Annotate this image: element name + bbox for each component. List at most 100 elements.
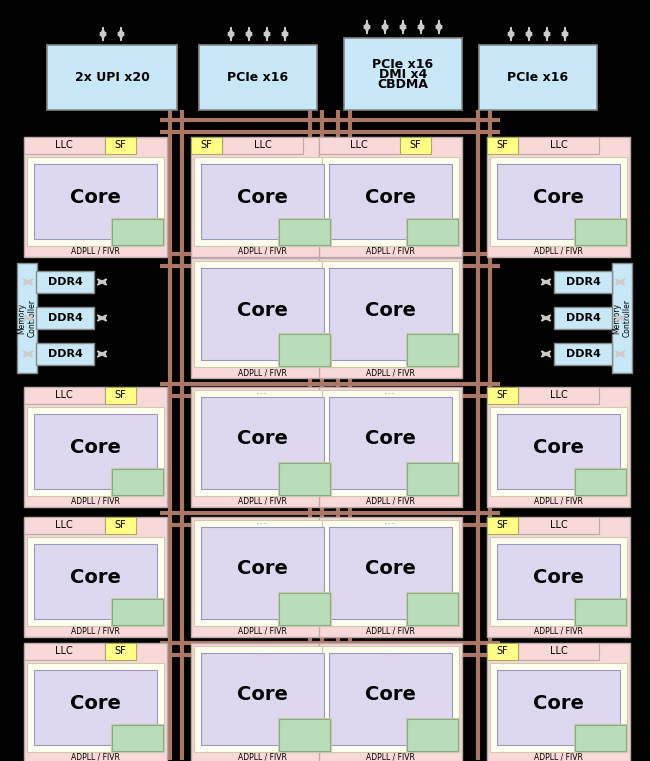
Bar — [575, 597, 627, 626]
Bar — [486, 137, 629, 257]
Text: LLC: LLC — [350, 141, 368, 151]
Text: ADPLL / FIVR: ADPLL / FIVR — [365, 753, 415, 761]
Text: Core: Core — [365, 188, 415, 207]
Bar — [190, 517, 333, 637]
Text: ...: ... — [256, 644, 268, 657]
Bar — [280, 719, 330, 751]
Bar — [489, 407, 627, 496]
Bar — [406, 462, 458, 496]
Text: LLC: LLC — [254, 141, 272, 151]
Text: ADPLL / FIVR: ADPLL / FIVR — [237, 627, 287, 636]
Text: LLC: LLC — [550, 141, 567, 151]
Bar — [47, 45, 177, 110]
Text: Core: Core — [70, 694, 120, 713]
Bar — [322, 261, 458, 367]
Text: Core: Core — [532, 694, 584, 713]
Text: ADPLL / FIVR: ADPLL / FIVR — [534, 497, 582, 506]
Bar — [518, 387, 599, 404]
Bar — [222, 137, 304, 154]
Bar — [111, 597, 164, 626]
Bar — [23, 517, 166, 637]
Bar — [36, 307, 94, 329]
Text: Core: Core — [70, 188, 120, 207]
Text: ...: ... — [384, 384, 396, 396]
Text: Memory
Controller: Memory Controller — [18, 299, 36, 337]
Bar — [17, 263, 37, 373]
Bar — [497, 414, 619, 489]
Text: LLC: LLC — [55, 141, 73, 151]
Text: CBDMA: CBDMA — [378, 78, 428, 91]
Text: ADPLL / FIVR: ADPLL / FIVR — [71, 627, 120, 636]
Text: ADPLL / FIVR: ADPLL / FIVR — [237, 247, 287, 256]
Bar — [27, 407, 164, 496]
Bar — [34, 544, 157, 619]
Text: Core: Core — [365, 429, 415, 448]
Bar — [23, 387, 166, 507]
Bar — [518, 643, 599, 660]
Bar — [322, 520, 458, 626]
Bar — [200, 527, 324, 619]
Bar — [190, 258, 333, 378]
Bar — [518, 137, 599, 154]
Text: Core: Core — [365, 301, 415, 320]
Bar — [111, 218, 164, 246]
Bar — [23, 137, 166, 257]
Bar — [486, 387, 629, 507]
Bar — [318, 258, 462, 378]
Bar — [190, 643, 333, 761]
Bar — [34, 414, 157, 489]
Bar — [575, 218, 627, 246]
Bar — [575, 598, 625, 625]
Text: 2x UPI x20: 2x UPI x20 — [75, 71, 150, 84]
Bar — [322, 646, 458, 752]
Bar — [408, 218, 458, 245]
Text: ADPLL / FIVR: ADPLL / FIVR — [365, 497, 415, 506]
Bar — [105, 517, 136, 534]
Bar — [190, 387, 333, 507]
Bar — [105, 387, 136, 404]
Bar — [328, 527, 452, 619]
Bar — [408, 593, 458, 625]
Text: LLC: LLC — [550, 521, 567, 530]
Bar — [575, 467, 627, 496]
Text: SF: SF — [497, 141, 508, 151]
Bar — [23, 517, 105, 534]
Bar — [280, 218, 330, 245]
Text: Core: Core — [365, 559, 415, 578]
Text: DDR4: DDR4 — [566, 313, 601, 323]
Text: LLC: LLC — [55, 647, 73, 657]
Text: ADPLL / FIVR: ADPLL / FIVR — [71, 497, 120, 506]
Bar — [200, 164, 324, 239]
Bar — [489, 663, 627, 752]
Bar — [406, 218, 458, 246]
Text: Core: Core — [532, 188, 584, 207]
Bar — [194, 390, 330, 496]
Bar — [112, 218, 162, 245]
Bar — [23, 387, 105, 404]
Bar — [486, 517, 518, 534]
Text: DDR4: DDR4 — [566, 277, 601, 287]
Text: Core: Core — [237, 559, 287, 578]
Bar — [111, 467, 164, 496]
Bar — [190, 137, 333, 257]
Bar — [318, 387, 462, 507]
Bar — [575, 218, 625, 245]
Bar — [23, 643, 166, 761]
Text: ...: ... — [384, 514, 396, 527]
Bar — [278, 333, 330, 367]
Bar — [406, 718, 458, 752]
Bar — [194, 157, 330, 246]
Bar — [497, 544, 619, 619]
Bar — [408, 719, 458, 751]
Text: ADPLL / FIVR: ADPLL / FIVR — [237, 753, 287, 761]
Text: Memory
Controller: Memory Controller — [612, 299, 632, 337]
Bar — [280, 593, 330, 625]
Text: SF: SF — [497, 390, 508, 400]
Text: ADPLL / FIVR: ADPLL / FIVR — [365, 247, 415, 256]
Text: ADPLL / FIVR: ADPLL / FIVR — [534, 627, 582, 636]
Bar — [278, 462, 330, 496]
Text: DDR4: DDR4 — [566, 349, 601, 359]
Text: Core: Core — [532, 568, 584, 587]
Bar — [479, 45, 597, 110]
Bar — [489, 537, 627, 626]
